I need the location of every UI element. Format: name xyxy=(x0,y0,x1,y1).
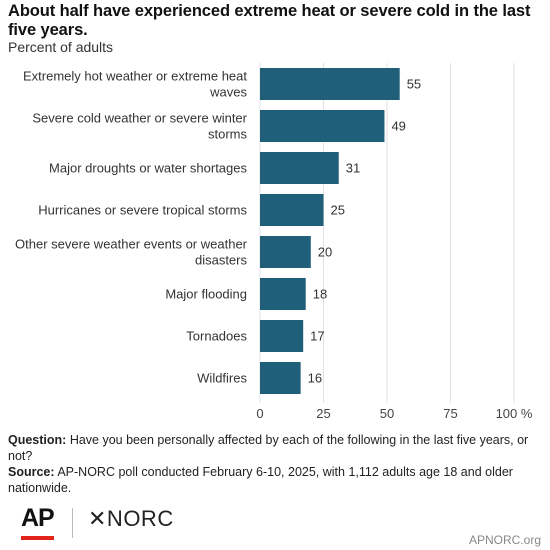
category-label: storms xyxy=(208,127,248,142)
bar xyxy=(260,320,304,352)
category-label: waves xyxy=(209,85,247,100)
question-text: Have you been personally affected by eac… xyxy=(8,433,529,463)
category-label: Extremely hot weather or extreme heat xyxy=(23,69,247,84)
category-label: Hurricanes or severe tropical storms xyxy=(38,203,247,218)
category-label: Major droughts or water shortages xyxy=(49,161,247,176)
bar xyxy=(260,278,306,310)
ap-logo-underline xyxy=(21,536,54,540)
value-label: 18 xyxy=(313,287,327,302)
value-label: 49 xyxy=(391,119,405,134)
question-note: Question: Have you been personally affec… xyxy=(8,432,538,464)
source-label: Source: xyxy=(8,465,55,479)
bar xyxy=(260,152,339,184)
x-tick-label: 50 xyxy=(380,406,394,421)
value-label: 25 xyxy=(331,203,345,218)
bar-chart: 0 25 50 75 100 % 55 Extremely hot weather or e… xyxy=(15,63,533,421)
value-label: 31 xyxy=(346,161,360,176)
source-note: Source: AP-NORC poll conducted February … xyxy=(8,464,538,496)
category-label: Wildfires xyxy=(197,371,247,386)
x-tick-label: 100 % xyxy=(496,406,533,421)
bar xyxy=(260,194,324,226)
value-label: 55 xyxy=(407,77,421,92)
value-label: 17 xyxy=(310,329,324,344)
bar xyxy=(260,68,400,100)
norc-logo: ✕NORC xyxy=(88,506,174,531)
source-text: AP-NORC poll conducted February 6-10, 20… xyxy=(8,465,513,495)
category-label: disasters xyxy=(195,253,248,268)
x-tick-label: 25 xyxy=(316,406,330,421)
question-label: Question: xyxy=(8,433,67,447)
chart-title: About half have experienced extreme heat… xyxy=(8,2,531,39)
bar xyxy=(260,110,385,142)
chart-notes: Question: Have you been personally affec… xyxy=(8,432,538,496)
value-label: 16 xyxy=(308,371,322,386)
bar xyxy=(260,362,301,394)
category-label: Tornadoes xyxy=(186,329,247,344)
ap-logo: AP xyxy=(21,504,55,532)
chart-subtitle: Percent of adults xyxy=(8,39,114,55)
site-link[interactable]: APNORC.org xyxy=(468,533,541,547)
category-label: Other severe weather events or weather xyxy=(15,237,248,252)
x-tick-label: 0 xyxy=(256,406,263,421)
bar xyxy=(260,236,311,268)
category-label: Major flooding xyxy=(165,287,247,302)
value-label: 20 xyxy=(318,245,332,260)
category-label: Severe cold weather or severe winter xyxy=(32,111,247,126)
logo-divider xyxy=(72,508,73,538)
x-tick-label: 75 xyxy=(443,406,457,421)
